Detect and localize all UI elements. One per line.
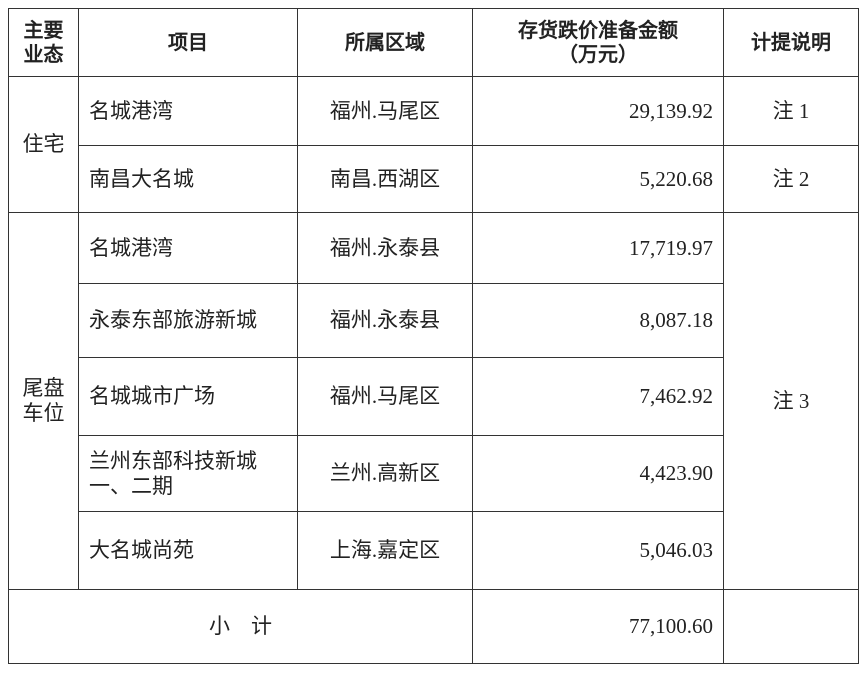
project-cell: 南昌大名城 xyxy=(78,145,298,213)
table-row: 大名城尚苑 上海.嘉定区 5,046.03 xyxy=(9,511,859,590)
subtotal-label: 小 计 xyxy=(8,589,473,664)
region-cell: 福州.永泰县 xyxy=(297,283,473,358)
project-cell: 名城城市广场 xyxy=(78,357,298,436)
project-cell: 永泰东部旅游新城 xyxy=(78,283,298,358)
header-amount: 存货跌价准备金额 （万元） xyxy=(472,8,724,77)
project-cell: 兰州东部科技新城 一、二期 xyxy=(78,435,298,512)
region-cell: 福州.永泰县 xyxy=(297,212,473,284)
amount-cell: 5,046.03 xyxy=(472,511,724,590)
subtotal-amount: 77,100.60 xyxy=(472,589,724,664)
amount-cell: 7,462.92 xyxy=(472,357,724,436)
note-cell: 注 1 xyxy=(723,76,859,146)
header-category: 主要 业态 xyxy=(8,8,79,77)
subtotal-row: 小 计 77,100.60 xyxy=(8,589,859,664)
header-project: 项目 xyxy=(78,8,298,77)
region-cell: 上海.嘉定区 xyxy=(297,511,473,590)
amount-cell: 4,423.90 xyxy=(472,435,724,512)
note-cell: 注 3 xyxy=(723,212,859,590)
table-row: 尾盘 车位 名城港湾 福州.永泰县 17,719.97 注 3 xyxy=(8,212,859,590)
project-cell: 名城港湾 xyxy=(78,212,298,284)
subtotal-note xyxy=(723,589,859,664)
amount-cell: 5,220.68 xyxy=(472,145,724,213)
region-cell: 福州.马尾区 xyxy=(297,76,473,146)
amount-cell: 17,719.97 xyxy=(472,212,724,284)
header-note: 计提说明 xyxy=(723,8,859,77)
category-cell: 尾盘 车位 xyxy=(8,212,79,590)
note-cell: 注 2 xyxy=(723,145,859,213)
header-row: 主要 业态 项目 所属区域 存货跌价准备金额 （万元） 计提说明 xyxy=(8,8,859,77)
inventory-impairment-table: 主要 业态 项目 所属区域 存货跌价准备金额 （万元） 计提说明 住宅 名城港湾… xyxy=(8,8,859,664)
project-cell: 大名城尚苑 xyxy=(78,511,298,590)
region-cell: 兰州.高新区 xyxy=(297,435,473,512)
project-cell: 名城港湾 xyxy=(78,76,298,146)
table-row: 南昌大名城 南昌.西湖区 5,220.68 注 2 xyxy=(9,145,859,213)
region-cell: 南昌.西湖区 xyxy=(297,145,473,213)
amount-cell: 8,087.18 xyxy=(472,283,724,358)
category-cell: 住宅 xyxy=(8,76,79,213)
amount-cell: 29,139.92 xyxy=(472,76,724,146)
table-row: 兰州东部科技新城 一、二期 兰州.高新区 4,423.90 xyxy=(9,435,859,512)
table-row: 永泰东部旅游新城 福州.永泰县 8,087.18 xyxy=(9,283,859,358)
region-cell: 福州.马尾区 xyxy=(297,357,473,436)
table-row: 住宅 名城港湾 福州.马尾区 29,139.92 注 1 xyxy=(8,76,859,213)
header-region: 所属区域 xyxy=(297,8,473,77)
